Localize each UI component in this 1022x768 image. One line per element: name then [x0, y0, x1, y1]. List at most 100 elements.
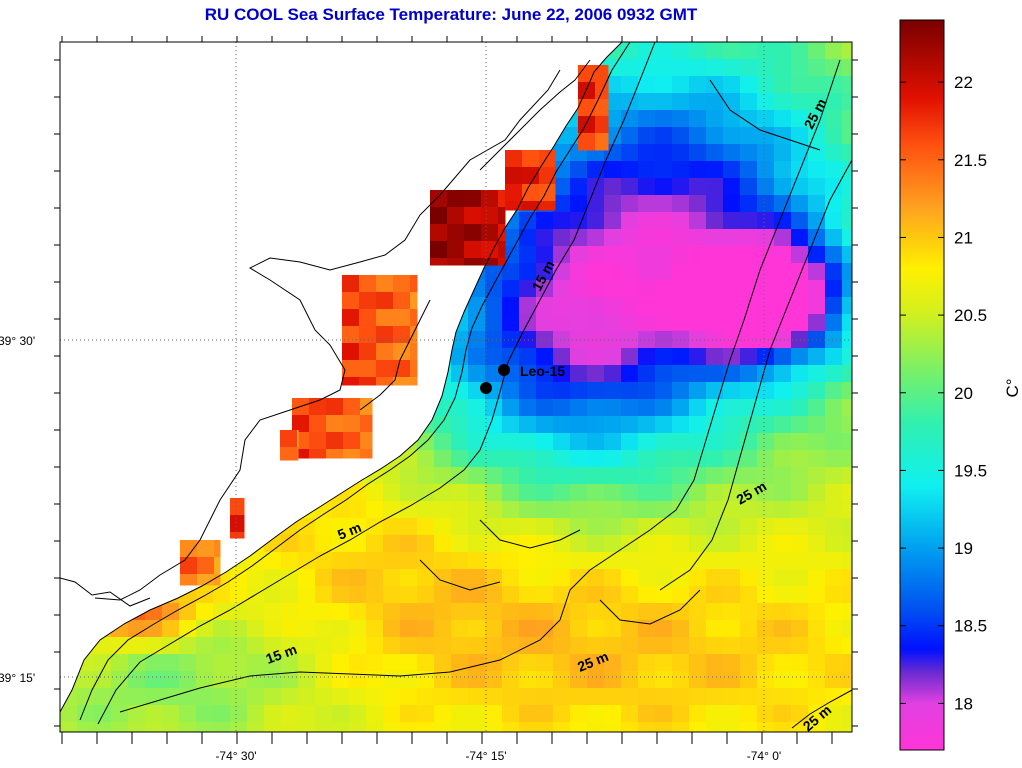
- sst-cell: [825, 263, 843, 281]
- sst-cell: [519, 433, 537, 451]
- sst-cell: [791, 484, 809, 502]
- sst-cell: [723, 552, 741, 570]
- sst-cell: [842, 178, 852, 196]
- sst-cell: [162, 654, 180, 672]
- sst-cell: [315, 518, 333, 536]
- sst-cell: [689, 161, 707, 179]
- sst-cell: [825, 603, 843, 621]
- sst-cell: [570, 620, 588, 638]
- sst-cell: [604, 297, 622, 315]
- sst-cell: [672, 42, 690, 60]
- sst-cell: [349, 637, 367, 655]
- sst-cell: [706, 76, 724, 94]
- bay-sst-cell: [342, 377, 360, 386]
- sst-cell: [570, 586, 588, 604]
- sst-cell: [349, 552, 367, 570]
- sst-cell: [315, 654, 333, 672]
- sst-cell: [842, 229, 852, 247]
- colorbar-tick-label: 20.5: [954, 306, 987, 325]
- sst-cell: [655, 552, 673, 570]
- sst-cell: [536, 654, 554, 672]
- sst-cell: [655, 501, 673, 519]
- sst-cell: [672, 637, 690, 655]
- sst-cell: [298, 688, 316, 706]
- sst-cell: [689, 603, 707, 621]
- sst-cell: [451, 484, 469, 502]
- sst-cell: [621, 314, 639, 332]
- sst-cell: [757, 59, 775, 77]
- sst-cell: [536, 297, 554, 315]
- sst-cell: [383, 467, 401, 485]
- bay-sst-cell: [326, 415, 344, 433]
- sst-cell: [587, 365, 605, 383]
- sst-cell: [485, 671, 503, 689]
- sst-cell: [298, 518, 316, 536]
- sst-cell: [791, 467, 809, 485]
- sst-cell: [400, 654, 418, 672]
- sst-cell: [485, 637, 503, 655]
- sst-cell: [808, 399, 826, 417]
- sst-cell: [604, 467, 622, 485]
- sst-cell: [468, 450, 486, 468]
- sst-cell: [349, 518, 367, 536]
- sst-cell: [774, 399, 792, 417]
- sst-cell: [145, 688, 163, 706]
- sst-cell: [264, 552, 282, 570]
- sst-cell: [451, 365, 469, 383]
- sst-cell: [706, 331, 724, 349]
- sst-cell: [281, 552, 299, 570]
- sst-cell: [740, 127, 758, 145]
- sst-cell: [638, 535, 656, 553]
- sst-cell: [842, 297, 852, 315]
- sst-cell: [672, 688, 690, 706]
- sst-cell: [281, 671, 299, 689]
- bay-sst-cell: [595, 99, 609, 117]
- sst-cell: [451, 637, 469, 655]
- sst-cell: [655, 280, 673, 298]
- sst-cell: [740, 654, 758, 672]
- sst-cell: [604, 314, 622, 332]
- sst-cell: [638, 552, 656, 570]
- sst-cell: [842, 246, 852, 264]
- sst-cell: [145, 620, 163, 638]
- sst-cell: [536, 552, 554, 570]
- sst-cell: [196, 603, 214, 621]
- sst-cell: [570, 178, 588, 196]
- colorbar-tick-label: 21: [954, 228, 973, 247]
- sst-cell: [570, 671, 588, 689]
- bay-sst-cell: [578, 116, 596, 134]
- sst-cell: [621, 76, 639, 94]
- sst-cell: [638, 195, 656, 213]
- sst-cell: [808, 484, 826, 502]
- sst-cell: [740, 178, 758, 196]
- sst-cell: [791, 382, 809, 400]
- sst-cell: [604, 433, 622, 451]
- sst-cell: [604, 195, 622, 213]
- sst-cell: [400, 484, 418, 502]
- sst-cell: [723, 212, 741, 230]
- sst-cell: [400, 586, 418, 604]
- sst-cell: [672, 501, 690, 519]
- sst-cell: [400, 671, 418, 689]
- sst-cell: [315, 620, 333, 638]
- bay-sst-cell: [481, 241, 499, 259]
- sst-cell: [638, 416, 656, 434]
- sst-cell: [842, 467, 852, 485]
- sst-cell: [417, 688, 435, 706]
- sst-cell: [536, 416, 554, 434]
- sst-cell: [383, 569, 401, 587]
- sst-cell: [298, 722, 316, 732]
- sst-cell: [655, 620, 673, 638]
- sst-cell: [162, 722, 180, 732]
- sst-cell: [553, 331, 571, 349]
- sst-cell: [808, 314, 826, 332]
- sst-cell: [757, 382, 775, 400]
- sst-cell: [485, 722, 503, 732]
- sst-cell: [791, 518, 809, 536]
- bay-sst-cell: [359, 309, 377, 327]
- sst-cell: [672, 586, 690, 604]
- sst-cell: [757, 586, 775, 604]
- sst-cell: [553, 433, 571, 451]
- sst-cell: [672, 484, 690, 502]
- sst-cell: [553, 705, 571, 723]
